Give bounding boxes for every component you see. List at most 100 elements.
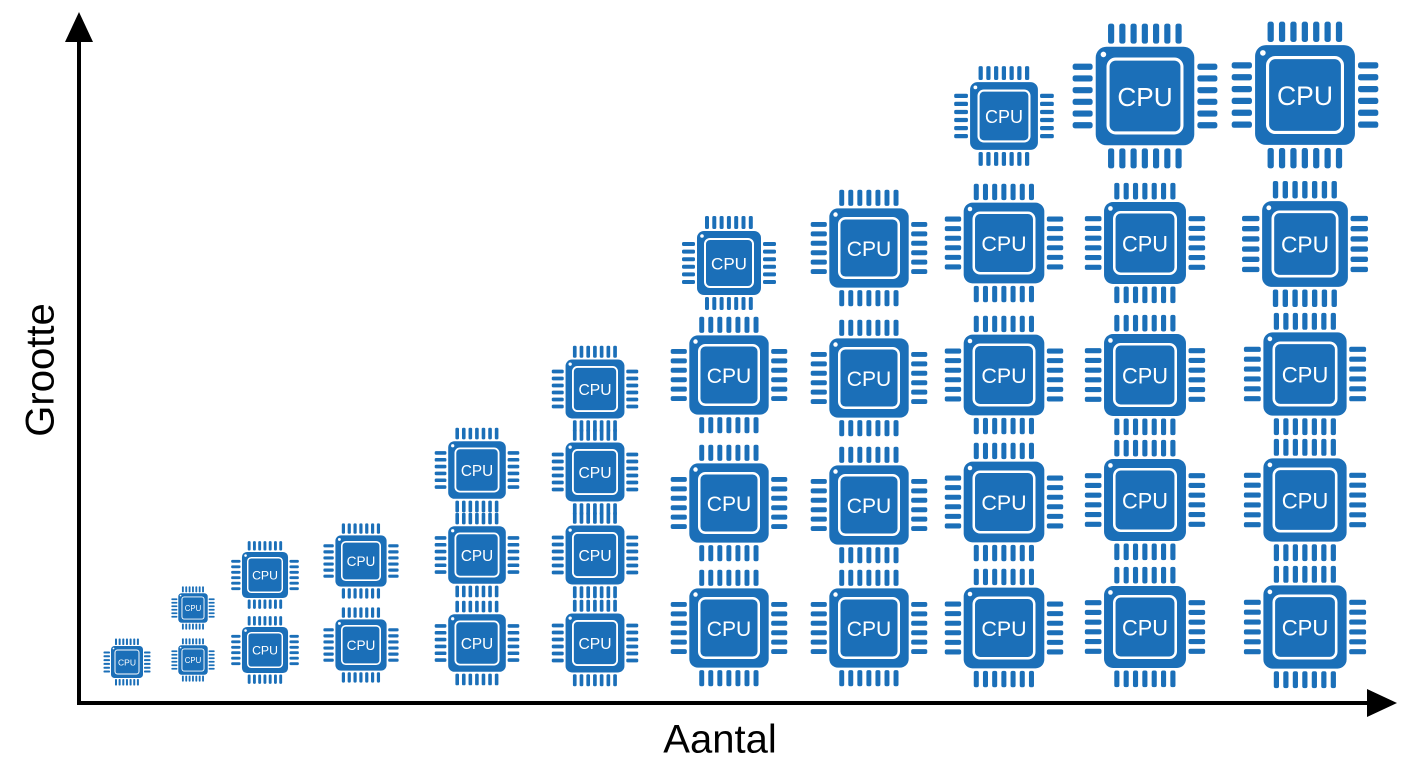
chip-pin bbox=[626, 397, 639, 402]
chip-pin bbox=[268, 616, 272, 626]
chip-pin bbox=[1028, 183, 1034, 201]
chip-pin bbox=[1046, 620, 1064, 626]
chip-pin bbox=[461, 500, 466, 513]
chip-pin bbox=[1231, 62, 1252, 69]
chip-pin bbox=[1321, 544, 1327, 562]
chip-die-outline bbox=[572, 620, 618, 666]
chip-die-outline bbox=[838, 347, 900, 409]
chip-pin bbox=[586, 599, 591, 612]
chip-pin bbox=[1188, 473, 1206, 479]
chip-pin bbox=[551, 630, 564, 635]
chip-pin bbox=[1001, 568, 1007, 586]
chip-pin bbox=[1084, 377, 1102, 383]
chip-pin bbox=[551, 570, 564, 575]
chip-pin bbox=[202, 638, 204, 645]
chip-pin bbox=[289, 651, 299, 655]
chip-pin bbox=[994, 66, 999, 80]
chip-pin bbox=[353, 607, 357, 618]
chip-pin bbox=[1040, 101, 1054, 107]
chip-pin bbox=[763, 257, 776, 262]
chip-pin bbox=[726, 297, 731, 310]
chip-body bbox=[1263, 585, 1347, 669]
chip-pin bbox=[353, 672, 357, 683]
chip-label: CPU bbox=[847, 238, 892, 261]
chip-pin bbox=[1313, 148, 1320, 169]
chip-pin bbox=[1001, 285, 1007, 303]
chip-pin bbox=[1046, 216, 1064, 222]
chip-pin bbox=[992, 442, 998, 460]
chip-pin bbox=[735, 444, 741, 461]
chip-pin bbox=[103, 662, 110, 665]
chip-pin bbox=[848, 670, 854, 687]
chip-pin bbox=[1084, 502, 1102, 508]
chip-pin bbox=[202, 623, 204, 630]
chip-body bbox=[335, 535, 387, 587]
chip-pin bbox=[810, 601, 827, 607]
chip-pin bbox=[586, 586, 591, 599]
chip-pin bbox=[911, 639, 928, 645]
chip-pin bbox=[848, 319, 854, 336]
cpu-chip-icon: CPU bbox=[944, 183, 1064, 303]
chip-pin bbox=[475, 600, 479, 613]
chip-dot bbox=[568, 445, 572, 449]
chip-pin bbox=[744, 417, 750, 434]
chip-pin bbox=[1243, 492, 1261, 498]
chip-pin bbox=[954, 125, 968, 131]
chip-pin bbox=[434, 630, 447, 635]
chip-pin bbox=[1301, 21, 1308, 42]
chip-pin bbox=[494, 512, 499, 525]
chip-pin bbox=[1151, 182, 1157, 200]
chip-pin bbox=[1114, 566, 1120, 584]
chip-pin bbox=[1010, 285, 1016, 303]
chip-pin bbox=[1114, 543, 1120, 561]
cpu-chip-icon: CPU bbox=[670, 444, 788, 562]
chip-pin bbox=[129, 638, 132, 645]
chip-pin bbox=[252, 541, 256, 551]
chip-pin bbox=[1349, 629, 1367, 635]
chip-pin bbox=[606, 586, 611, 599]
chip-pin bbox=[986, 66, 991, 80]
chip-pin bbox=[579, 345, 584, 358]
chip-pin bbox=[875, 189, 881, 206]
chip-pin bbox=[208, 653, 215, 656]
chip-die-outline bbox=[704, 238, 754, 288]
chip-pin bbox=[507, 570, 520, 574]
chip-pin bbox=[247, 674, 251, 684]
chip-pin bbox=[893, 189, 899, 206]
chip-pin bbox=[973, 315, 979, 333]
chip-pin bbox=[986, 152, 991, 166]
chip-pin bbox=[1072, 98, 1093, 105]
chip-pin bbox=[1028, 315, 1034, 333]
chip-body bbox=[963, 202, 1045, 284]
chip-pin bbox=[1142, 543, 1148, 561]
chip-pin bbox=[551, 383, 564, 388]
chip-pin bbox=[771, 611, 788, 617]
chip-pin bbox=[279, 674, 283, 684]
chip-pin bbox=[875, 290, 881, 307]
cpu-chip-icon: CPU bbox=[231, 541, 299, 609]
chip-pin bbox=[699, 545, 705, 562]
chip-pin bbox=[1335, 148, 1343, 169]
chip-pin bbox=[1273, 312, 1279, 330]
chip-pin bbox=[1349, 472, 1367, 478]
chip-pin bbox=[1197, 87, 1218, 94]
chip-pin bbox=[893, 670, 899, 687]
chip-pin bbox=[705, 297, 709, 310]
chip-pin bbox=[551, 658, 564, 663]
chip-label: CPU bbox=[847, 495, 892, 518]
chip-pin bbox=[954, 101, 968, 107]
chip-pin bbox=[434, 570, 447, 574]
chip-pin bbox=[973, 183, 979, 201]
chip-pin bbox=[1142, 286, 1148, 304]
chip-pin bbox=[231, 559, 241, 563]
chip-pin bbox=[1142, 418, 1148, 436]
chip-pin bbox=[875, 569, 881, 586]
chip-pin bbox=[771, 639, 788, 645]
chip-pin bbox=[944, 245, 962, 251]
chip-pin bbox=[741, 216, 746, 229]
chip-pin bbox=[323, 634, 334, 638]
chip-pin bbox=[857, 670, 863, 687]
chip-pin bbox=[1132, 418, 1139, 436]
chip-pin bbox=[579, 428, 584, 441]
chip-pin bbox=[388, 568, 399, 572]
